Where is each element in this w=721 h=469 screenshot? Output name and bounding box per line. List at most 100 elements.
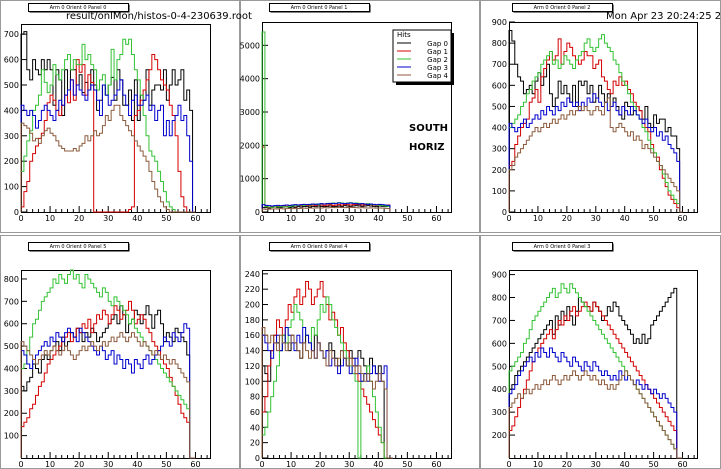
file-path-label: result/onlMon/histos-0-4-230639.root	[66, 11, 252, 22]
series-line-gap-4	[508, 370, 683, 459]
x-tick-label: 30	[103, 214, 113, 223]
series-line-gap-4	[261, 327, 393, 459]
y-tick-label: 1000	[240, 175, 260, 184]
histogram-panel-1: Arm 0 Orient 0 Panel 1 0 10 20 30 40 50 60 0 1000…	[240, 0, 480, 233]
series-line-gap-4	[508, 97, 683, 213]
x-tick-label: 20	[315, 214, 325, 223]
x-tick-label: 50	[649, 214, 659, 223]
series-line-gap-1	[20, 53, 196, 213]
y-tick-label: 100	[492, 187, 507, 196]
x-tick-label: 10	[533, 460, 543, 469]
pad-border	[240, 0, 480, 233]
title-box	[28, 242, 129, 251]
y-tick-label: 60	[250, 408, 260, 417]
y-tick-label: 700	[492, 60, 507, 69]
legend-entry: Gap 0	[427, 40, 448, 48]
y-tick-label: 600	[4, 320, 19, 329]
x-tick-label: 10	[286, 214, 296, 223]
y-tick-label: 500	[492, 102, 507, 111]
y-tick-label: 300	[4, 387, 19, 396]
series-line-gap-3	[20, 79, 196, 213]
histogram-panel-5: Arm 0 Orient 0 Panel 3 0 10 20 30 40 50 60 200 30…	[480, 235, 721, 469]
y-tick-label: 180	[245, 316, 260, 325]
y-tick-label: 80	[250, 393, 260, 402]
x-tick-label: 0	[259, 214, 264, 223]
series-line-gap-2	[20, 38, 196, 213]
y-tick-label: 300	[492, 408, 507, 417]
y-tick-label: 800	[492, 294, 507, 303]
x-tick-label: 20	[562, 460, 572, 469]
series-line-gap-2	[20, 269, 196, 459]
plot-frame	[509, 270, 698, 459]
x-tick-label: 50	[161, 460, 171, 469]
y-tick-label: 900	[492, 18, 507, 27]
x-tick-label: 60	[190, 214, 200, 223]
series-line-gap-4	[261, 206, 391, 212]
x-tick-label: 0	[18, 460, 23, 469]
x-tick-label: 30	[103, 460, 113, 469]
x-tick-label: 20	[74, 214, 84, 223]
x-tick-label: 40	[620, 214, 630, 223]
y-tick-label: 700	[492, 316, 507, 325]
x-tick-label: 50	[649, 460, 659, 469]
series-line-gap-4	[20, 104, 196, 213]
panel-title: Arm 0 Orient 0 Panel 0	[50, 5, 107, 11]
legend-entry: Gap 1	[427, 48, 448, 56]
x-tick-label: 60	[431, 460, 441, 469]
y-tick-label: 20	[250, 439, 260, 448]
y-tick-label: 900	[492, 271, 507, 280]
y-tick-label: 160	[245, 331, 260, 340]
legend-entry: Gap 3	[427, 64, 448, 72]
x-tick-label: 10	[533, 214, 543, 223]
x-tick-label: 0	[259, 460, 264, 469]
y-tick-label: 3000	[240, 108, 260, 117]
annotation-label: HORIZ	[409, 142, 445, 153]
y-tick-label: 0	[14, 208, 19, 217]
y-tick-label: 2000	[240, 141, 260, 150]
x-tick-label: 50	[402, 214, 412, 223]
legend-entry: Gap 4	[427, 72, 448, 80]
x-tick-label: 40	[132, 460, 142, 469]
annotation-label: SOUTH	[409, 123, 448, 134]
x-tick-label: 50	[161, 214, 171, 223]
x-tick-label: 30	[591, 214, 601, 223]
histogram-panel-0: Arm 0 Orient 0 Panel 00 10 20 30 40 50 6001002…	[0, 0, 240, 233]
x-tick-label: 30	[344, 214, 354, 223]
y-tick-label: 700	[4, 297, 19, 306]
y-tick-label: 400	[492, 385, 507, 394]
x-tick-label: 40	[620, 460, 630, 469]
y-tick-label: 400	[4, 106, 19, 115]
y-tick-label: 500	[4, 342, 19, 351]
y-tick-label: 100	[4, 432, 19, 441]
x-tick-label: 40	[373, 460, 383, 469]
panel-title: Arm 0 Orient 0 Panel 5	[50, 244, 107, 250]
x-tick-label: 60	[190, 460, 200, 469]
x-tick-label: 0	[506, 214, 511, 223]
y-tick-label: 140	[245, 347, 260, 356]
y-tick-label: 4000	[240, 75, 260, 84]
x-tick-label: 20	[315, 460, 325, 469]
timestamp-label: Mon Apr 23 20:24:25 2007	[606, 11, 721, 22]
y-tick-label: 40	[250, 423, 260, 432]
x-tick-label: 0	[506, 460, 511, 469]
series-line-gap-1	[20, 300, 196, 459]
x-tick-label: 20	[74, 460, 84, 469]
series-line-gap-4	[20, 332, 196, 459]
x-tick-label: 30	[344, 460, 354, 469]
series-line-gap-3	[261, 202, 391, 212]
y-tick-label: 240	[245, 270, 260, 279]
y-tick-label: 300	[4, 132, 19, 141]
x-tick-label: 10	[45, 214, 55, 223]
panel-title: Arm 0 Orient 0 Panel 3	[534, 244, 591, 250]
x-tick-label: 10	[45, 460, 55, 469]
x-tick-label: 20	[562, 214, 572, 223]
y-tick-label: 200	[4, 409, 19, 418]
title-box	[269, 242, 370, 251]
y-tick-label: 0	[255, 208, 260, 217]
y-tick-label: 400	[4, 364, 19, 373]
title-box	[269, 3, 370, 12]
y-tick-label: 100	[245, 377, 260, 386]
pad-border	[0, 0, 240, 233]
x-tick-label: 60	[431, 214, 441, 223]
